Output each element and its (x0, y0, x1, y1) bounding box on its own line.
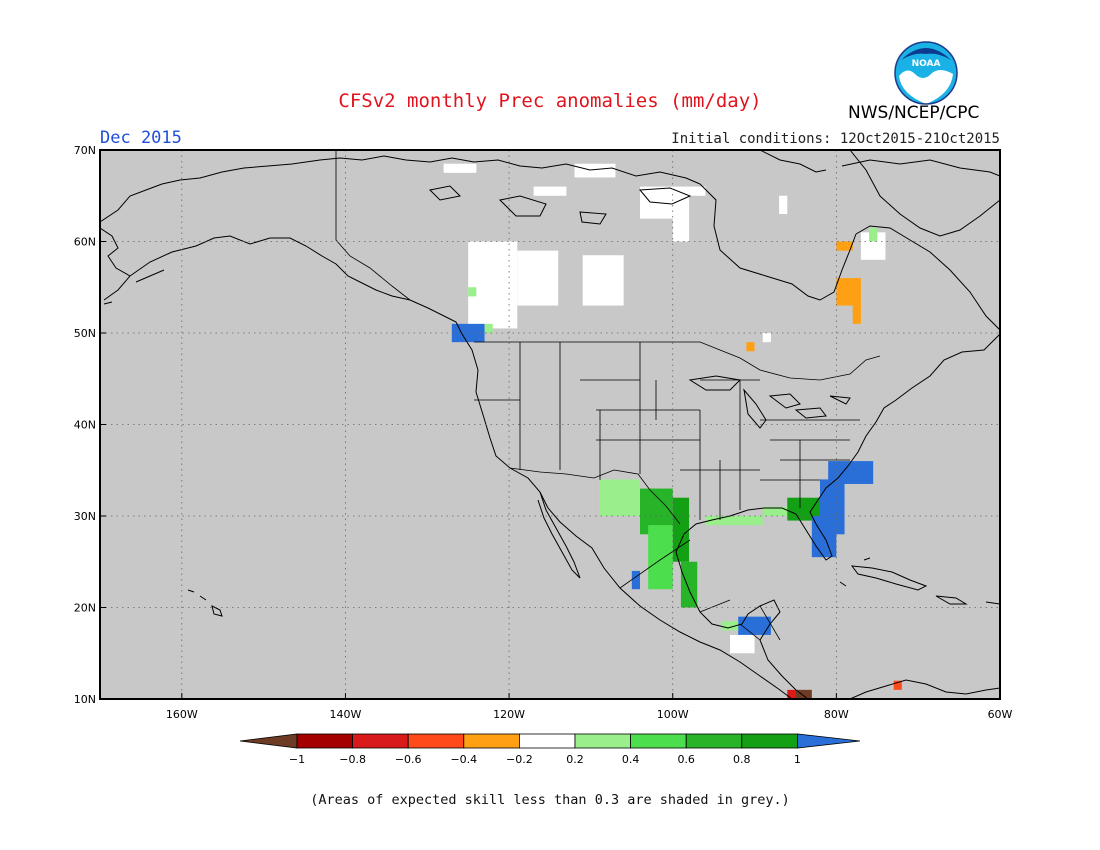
anomaly-cell (468, 287, 477, 297)
anomaly-cell (828, 461, 874, 484)
colorbar-bin (463, 733, 520, 749)
colorbar-tick-label: −1 (289, 753, 305, 766)
political-borders (335, 150, 881, 641)
anomaly-cell (533, 186, 567, 196)
lat-tick-label: 30N (74, 510, 96, 523)
lat-tick-label: 20N (74, 602, 96, 615)
colorbar-bin (407, 733, 465, 749)
colorbar-bin (741, 733, 798, 749)
skill-footnote: (Areas of expected skill less than 0.3 a… (310, 792, 790, 808)
colorbar-bin (574, 733, 631, 749)
anomaly-cell (648, 525, 673, 590)
anomaly-cell (730, 634, 755, 654)
colorbar-bin (352, 733, 409, 749)
lon-tick-label: 140W (330, 708, 362, 721)
anomaly-cell (762, 333, 771, 343)
lat-tick-label: 60N (74, 236, 96, 249)
colorbar-tick-label: 0.2 (566, 753, 584, 766)
lat-tick-label: 10N (74, 693, 96, 706)
anomaly-cell (451, 323, 485, 343)
colorbar-tick-label: −0.2 (506, 753, 533, 766)
lat-tick-label: 40N (74, 419, 96, 432)
colorbar-tick-label: 0.4 (622, 753, 640, 766)
anomaly-cell (836, 241, 853, 251)
anomaly-cell (672, 497, 690, 562)
colorbar-high-arrow (797, 733, 861, 749)
anomaly-cell (836, 278, 861, 306)
noaa-logo-text: NOAA (912, 59, 941, 69)
anomaly-cell (738, 616, 771, 635)
lat-tick-label: 50N (74, 327, 96, 340)
colorbar-bin (519, 733, 576, 749)
colorbar-tick-label: 0.6 (677, 753, 695, 766)
anomaly-cell (689, 186, 706, 196)
colorbar-tick-label: −0.6 (395, 753, 422, 766)
initial-conditions-label: Initial conditions: 12Oct2015-21Oct2015 (671, 131, 1000, 147)
anomaly-cell (795, 689, 812, 699)
map-title: CFSv2 monthly Prec anomalies (mm/day) (338, 90, 762, 112)
anomaly-cell (762, 506, 796, 516)
anomaly-cell (721, 621, 739, 631)
anomaly-cell (631, 570, 640, 590)
coastline-outlines (100, 150, 1000, 699)
anomaly-cell (484, 323, 493, 333)
colorbar-legend: −1 −0.8 −0.6 −0.4 −0.2 0.2 0.4 0.6 0.8 1 (239, 733, 861, 766)
anomaly-cell (779, 195, 788, 215)
colorbar-bin (630, 733, 687, 749)
anomaly-cell (582, 255, 624, 306)
anomaly-cell (599, 479, 640, 516)
noaa-logo-icon: NOAA (894, 41, 958, 105)
anomaly-cell (787, 689, 796, 699)
anomaly-cell (640, 186, 690, 219)
anomaly-cell (443, 163, 477, 173)
anomaly-cell (852, 305, 861, 324)
axis-ticks: 160W 140W 120W 100W 80W 60W 10N 20N 30N 40N 50N 60N… (74, 144, 1013, 721)
colorbar-tick-label: −0.8 (339, 753, 366, 766)
anomaly-cell (672, 214, 690, 242)
colorbar-tick-label: −0.4 (450, 753, 477, 766)
colorbar-bin (685, 733, 743, 749)
lon-tick-label: 160W (166, 708, 198, 721)
anomaly-cell (746, 342, 755, 352)
lat-tick-label: 70N (74, 144, 96, 157)
forecast-month-label: Dec 2015 (100, 128, 182, 148)
anomaly-cell (705, 516, 763, 526)
colorbar-bin (296, 733, 353, 749)
agency-label: NWS/NCEP/CPC (848, 103, 980, 123)
lon-tick-label: 60W (988, 708, 1013, 721)
lon-tick-label: 100W (657, 708, 689, 721)
anomaly-cell (680, 561, 698, 608)
colorbar-tick-label: 0.8 (733, 753, 751, 766)
lon-tick-label: 120W (493, 708, 525, 721)
anomaly-cell (517, 250, 559, 306)
anomaly-cell (468, 241, 518, 329)
colorbar-low-arrow (239, 733, 298, 749)
map-gridlines (100, 150, 1000, 699)
colorbar-tick-label: 1 (794, 753, 801, 766)
anomaly-cell (574, 163, 616, 178)
anomaly-cell (869, 227, 878, 242)
lon-tick-label: 80W (824, 708, 849, 721)
anomaly-cell (893, 680, 902, 690)
